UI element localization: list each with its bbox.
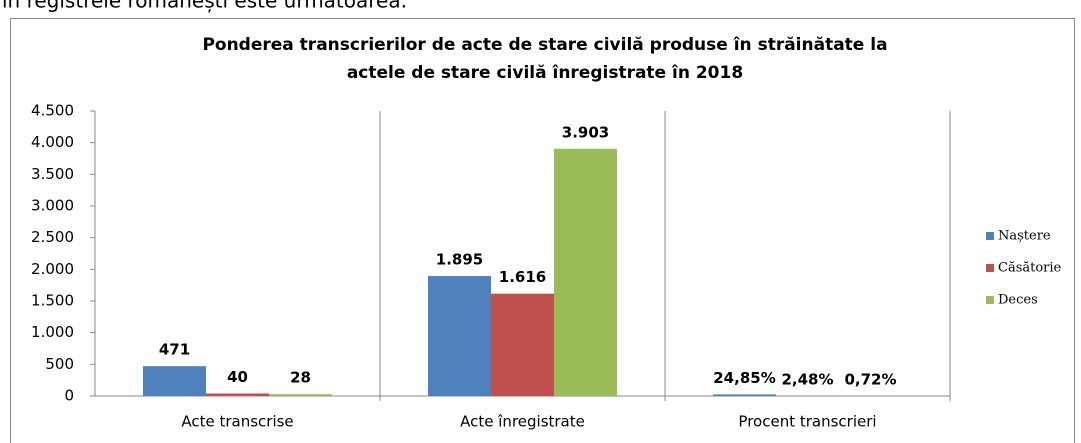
- x-tick-label: Acte înregistrate: [460, 413, 585, 431]
- legend-swatch: [986, 232, 994, 240]
- y-tick-label: 3.500: [31, 165, 74, 183]
- y-tick-label: 4.000: [31, 133, 74, 151]
- y-tick-label: 500: [45, 355, 74, 373]
- bar: [269, 394, 332, 396]
- value-label: 3.903: [562, 123, 609, 141]
- value-label: 471: [159, 341, 190, 359]
- value-label: 28: [290, 369, 311, 387]
- x-tick-label: Acte transcrise: [181, 413, 293, 431]
- bar: [713, 394, 776, 396]
- legend-swatch: [986, 296, 994, 304]
- legend-swatch: [986, 264, 994, 272]
- y-tick-label: 1.000: [31, 323, 74, 341]
- y-tick-label: 1.500: [31, 292, 74, 310]
- value-label: 1.616: [499, 268, 546, 286]
- value-label: 1.895: [436, 250, 483, 268]
- value-label: 2,48%: [781, 370, 833, 388]
- header-text: în registrele românești este următoarea.: [1, 0, 407, 13]
- bar: [206, 393, 269, 396]
- bar: [428, 275, 491, 396]
- value-label: 40: [227, 368, 248, 386]
- legend-label: Căsătorie: [998, 261, 1062, 276]
- y-tick-label: 2.500: [31, 228, 74, 246]
- x-tick-label: Procent transcrieri: [738, 413, 876, 431]
- chart-title: Ponderea transcrierilor de acte de stare…: [202, 35, 887, 55]
- value-label: 24,85%: [713, 369, 775, 387]
- y-tick-label: 4.500: [31, 102, 74, 120]
- bar: [554, 148, 617, 396]
- legend-label: Naștere: [998, 229, 1051, 244]
- legend-label: Deces: [998, 293, 1038, 308]
- y-tick-label: 3.000: [31, 197, 74, 215]
- value-label: 0,72%: [844, 370, 896, 388]
- y-tick-label: 2.000: [31, 260, 74, 278]
- bar: [491, 293, 554, 396]
- bar: [143, 366, 206, 396]
- chart-title: actele de stare civilă înregistrate în 2…: [347, 63, 743, 83]
- y-tick-label: 0: [64, 387, 74, 405]
